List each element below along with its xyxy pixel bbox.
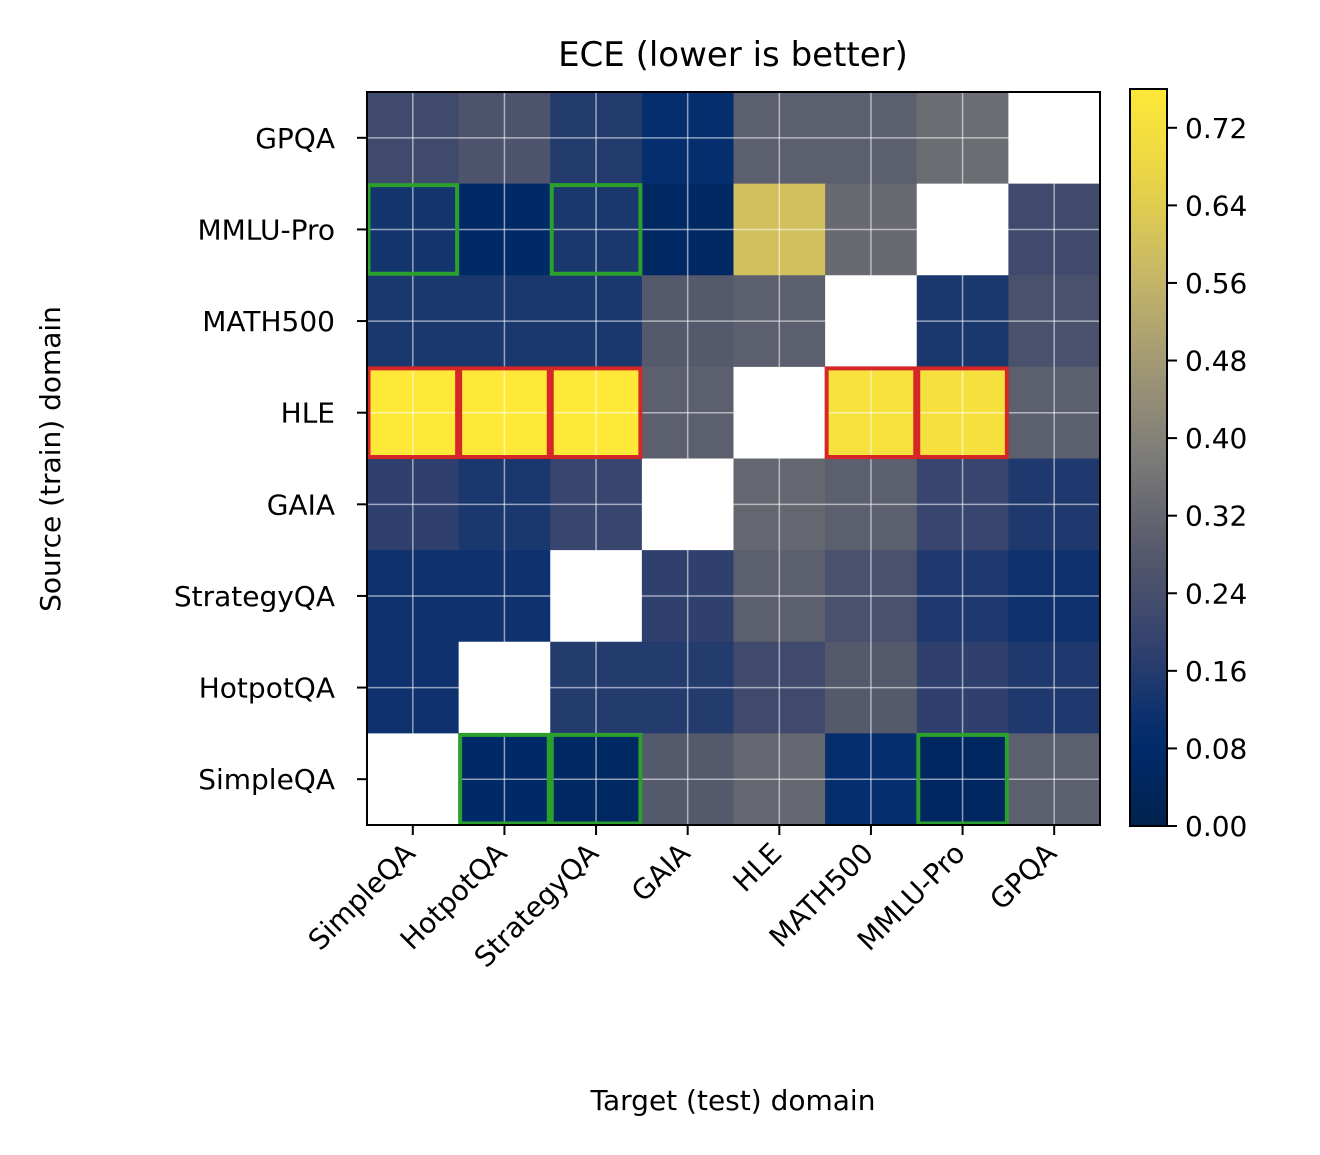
highlight-box-red <box>916 366 1009 460</box>
highlight-box-green <box>549 183 643 276</box>
colorbar-tick-label: 0.64 <box>1185 189 1247 222</box>
colorbar: 0.00 0.08 0.16 0.24 0.32 0.40 0.48 0.56 0.64 0.72 <box>1129 88 1247 843</box>
colorbar-tick-label: 0.08 <box>1185 732 1247 765</box>
y-tick-label: HLE <box>281 397 335 430</box>
x-tick-label: HLE <box>726 837 788 899</box>
colorbar-tick-label: 0.48 <box>1185 345 1247 378</box>
colorbar-gradient <box>1130 89 1167 826</box>
y-axis-ticks: GPQA MMLU-Pro MATH500 HLE GAIA StrategyQA Hotp… <box>174 122 367 796</box>
y-tick-label: GAIA <box>267 488 335 521</box>
colorbar-tick-label: 0.24 <box>1185 577 1247 610</box>
x-axis-label: Target (test) domain <box>590 1084 876 1117</box>
highlight-box-red <box>366 366 460 460</box>
colorbar-tick-label: 0.32 <box>1185 500 1247 533</box>
highlight-box-green <box>916 732 1009 826</box>
y-tick-label: SimpleQA <box>198 763 335 796</box>
x-tick-label: GPQA <box>983 837 1063 917</box>
highlight-box-red <box>458 366 551 460</box>
highlight-box-red <box>824 366 918 460</box>
colorbar-tick-label: 0.56 <box>1185 267 1247 300</box>
y-axis-label: Source (train) domain <box>34 306 67 612</box>
y-tick-label: HotpotQA <box>199 672 335 705</box>
highlight-box-red <box>549 366 643 460</box>
colorbar-tick-label: 0.00 <box>1185 810 1247 843</box>
y-tick-label: GPQA <box>255 122 335 155</box>
highlight-box-green <box>366 183 460 276</box>
colorbar-frame <box>1129 88 1168 827</box>
y-tick-label: StrategyQA <box>174 580 335 613</box>
plot-frame <box>366 91 1101 826</box>
colorbar-tick-label: 0.16 <box>1185 655 1247 688</box>
highlight-boxes <box>366 183 1009 826</box>
x-tick-label: GAIA <box>625 837 697 909</box>
highlight-box-green <box>458 732 551 826</box>
colorbar-tick-label: 0.40 <box>1185 422 1247 455</box>
colorbar-tick-label: 0.72 <box>1185 112 1247 145</box>
y-tick-label: MMLU-Pro <box>197 213 335 246</box>
highlight-box-green <box>549 732 643 826</box>
chart-title: ECE (lower is better) <box>558 35 908 75</box>
y-tick-label: MATH500 <box>202 305 335 338</box>
